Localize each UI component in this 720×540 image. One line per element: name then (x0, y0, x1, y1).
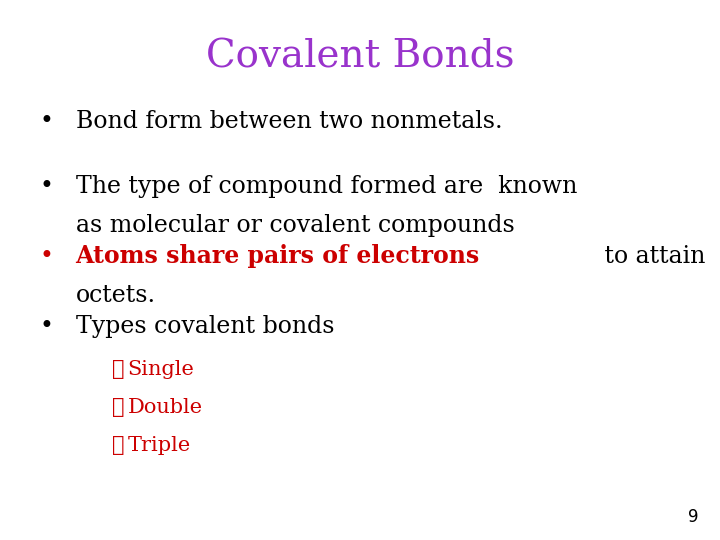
Text: •: • (40, 315, 53, 338)
Text: Covalent Bonds: Covalent Bonds (206, 38, 514, 75)
Text: Bond form between two nonmetals.: Bond form between two nonmetals. (76, 110, 503, 133)
Text: Triple: Triple (127, 436, 191, 455)
Text: ➢: ➢ (112, 436, 124, 455)
Text: ➢: ➢ (112, 360, 124, 380)
Text: •: • (40, 245, 53, 268)
Text: Atoms share pairs of electrons: Atoms share pairs of electrons (76, 245, 480, 268)
Text: ➢: ➢ (112, 398, 124, 417)
Text: octets.: octets. (76, 284, 156, 307)
Text: Double: Double (127, 398, 203, 417)
Text: as molecular or covalent compounds: as molecular or covalent compounds (76, 214, 514, 237)
Text: •: • (40, 110, 53, 133)
Text: Single: Single (127, 360, 194, 380)
Text: 9: 9 (688, 509, 698, 526)
Text: The type of compound formed are  known: The type of compound formed are known (76, 175, 577, 198)
Text: Types covalent bonds: Types covalent bonds (76, 315, 334, 338)
Text: •: • (40, 175, 53, 198)
Text: to attain: to attain (597, 245, 706, 268)
